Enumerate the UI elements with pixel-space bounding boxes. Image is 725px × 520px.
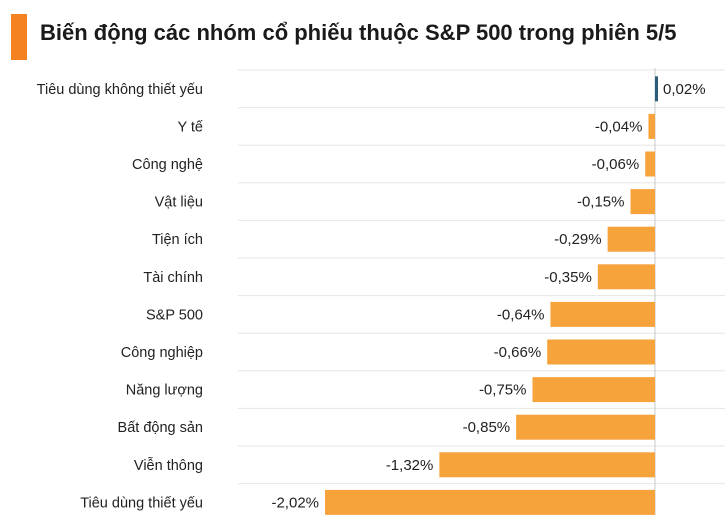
- value-label: -0,15%: [577, 194, 625, 211]
- value-label: -2,02%: [271, 494, 319, 511]
- category-label: Tiêu dùng không thiết yếu: [37, 82, 203, 98]
- grid-layer: [238, 68, 725, 515]
- bar: [547, 339, 655, 365]
- category-label: Vật liệu: [155, 195, 203, 211]
- category-label: Y tế: [177, 119, 203, 135]
- category-label: Tài chính: [143, 270, 203, 286]
- bar: [655, 76, 658, 102]
- bar: [648, 113, 655, 139]
- bar: [550, 301, 655, 327]
- label-layer: Tiêu dùng không thiết yếu 0,02% Y tế -0,04%…: [37, 81, 706, 512]
- bar: [325, 489, 655, 515]
- category-label: S&P 500: [146, 307, 203, 323]
- value-label: -0,75%: [479, 382, 527, 399]
- value-label: -0,85%: [463, 419, 511, 436]
- category-label: Công nghệ: [132, 157, 203, 173]
- value-label: -0,29%: [554, 231, 602, 248]
- title-accent-bar: [11, 14, 27, 60]
- value-label: 0,02%: [663, 81, 706, 98]
- bar: [516, 414, 655, 440]
- value-label: -1,32%: [386, 457, 434, 474]
- bar-layer: [325, 76, 658, 515]
- category-label: Bất động sản: [118, 420, 203, 436]
- bar: [630, 189, 655, 215]
- category-label: Tiện ích: [152, 232, 203, 248]
- value-label: -0,06%: [592, 156, 640, 173]
- value-label: -0,04%: [595, 118, 643, 135]
- category-label: Năng lượng: [126, 383, 203, 399]
- bar: [532, 377, 655, 403]
- value-label: -0,66%: [494, 344, 542, 361]
- bar: [597, 264, 655, 290]
- value-label: -0,35%: [544, 269, 592, 286]
- chart-title: Biến động các nhóm cổ phiếu thuộc S&P 50…: [40, 20, 677, 45]
- bar: [645, 151, 655, 177]
- bar: [439, 452, 655, 478]
- value-label: -0,64%: [497, 306, 545, 323]
- category-label: Viễn thông: [134, 457, 203, 474]
- category-label: Tiêu dùng thiết yếu: [80, 495, 203, 511]
- bar: [607, 226, 655, 252]
- category-label: Công nghiệp: [121, 345, 203, 361]
